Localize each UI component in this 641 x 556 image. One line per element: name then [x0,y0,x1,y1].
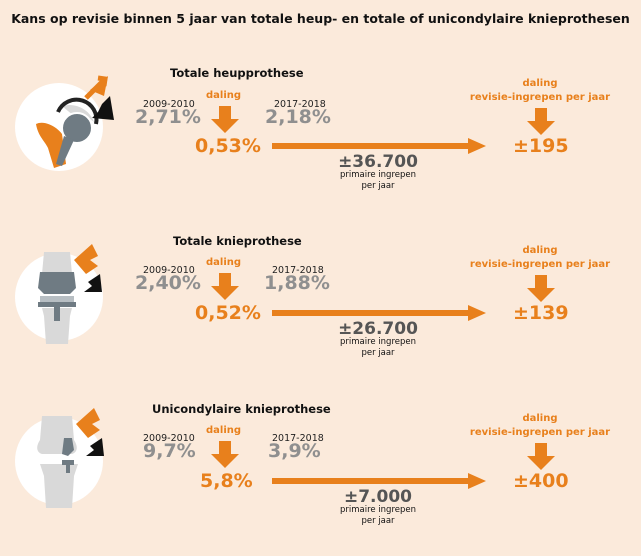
right-arrow-icon [272,473,486,489]
primary-label: primaire ingrepen [339,170,417,180]
revision-label-line2: revisie-ingrepen per jaar [469,92,611,103]
year-from: 2009-2010 [143,265,195,276]
primary-label-line2: per jaar [361,516,395,526]
panel-hip: Totale heupprothese 2009-2010 2,71% dali… [0,60,641,220]
right-arrow-icon [272,305,486,321]
daling-value: 0,53% [195,135,261,157]
primary-count: ±26.700 [338,319,418,339]
revision-value: ±139 [513,302,569,324]
revision-label-line2: revisie-ingrepen per jaar [469,259,611,270]
down-arrow-icon [211,441,239,468]
percentage-to: 3,9% [268,440,321,462]
year-to: 2017-2018 [274,99,326,110]
daling-value: 0,52% [195,302,261,324]
down-arrow-icon [211,273,239,300]
primary-label: primaire ingrepen [339,505,417,515]
panel-knee: Totale knieprothese 2009-2010 2,40% dali… [0,228,641,388]
daling-label: daling [206,425,242,436]
panel-title: Unicondylaire knieprothese [152,402,331,416]
revision-value: ±195 [513,135,569,157]
year-from: 2009-2010 [143,433,195,444]
percentage-from: 2,40% [135,272,201,294]
percentage-from: 2,71% [135,106,201,128]
primary-label: primaire ingrepen [339,337,417,347]
year-to: 2017-2018 [272,433,324,444]
percentage-to: 1,88% [264,272,330,294]
year-to: 2017-2018 [272,265,324,276]
down-arrow-icon [527,275,555,302]
daling-label: daling [206,90,242,101]
revision-label: daling [522,78,558,89]
percentage-to: 2,18% [265,106,331,128]
panel-unicondylar-knee: Unicondylaire knieprothese 2009-2010 9,7… [0,396,641,556]
down-arrow-icon [527,443,555,470]
panel-title: Totale knieprothese [173,234,302,248]
down-arrow-icon [211,106,239,133]
right-arrow-icon [272,138,486,154]
page-title: Kans op revisie binnen 5 jaar van totale… [11,11,630,26]
percentage-from: 9,7% [143,440,196,462]
year-from: 2009-2010 [143,99,195,110]
down-arrow-icon [527,108,555,135]
hip-prosthesis-icon [14,75,114,172]
primary-label-line2: per jaar [361,181,395,191]
revision-label-line2: revisie-ingrepen per jaar [469,427,611,438]
primary-count: ±7.000 [343,487,413,507]
revision-label: daling [522,413,558,424]
primary-count: ±36.700 [338,152,418,172]
knee-prosthesis-icon [14,244,104,344]
revision-label: daling [522,245,558,256]
panel-title: Totale heupprothese [170,66,304,80]
daling-label: daling [206,257,242,268]
daling-value: 5,8% [200,470,253,492]
revision-value: ±400 [513,470,569,492]
primary-label-line2: per jaar [361,348,395,358]
unicondylar-knee-prosthesis-icon [14,408,104,508]
